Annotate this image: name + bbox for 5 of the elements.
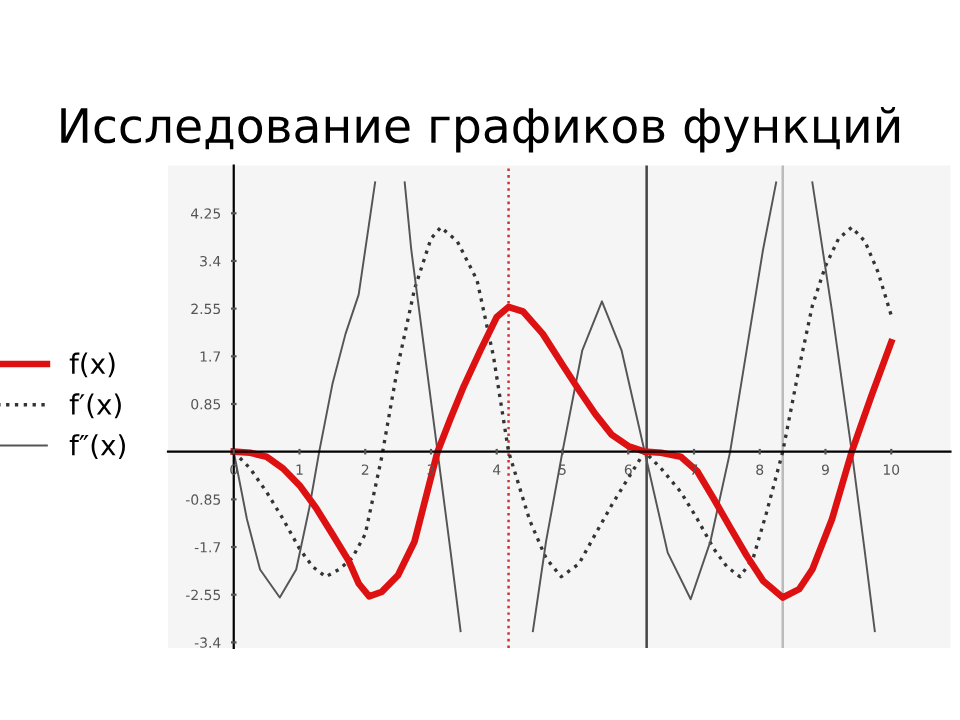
chart-title: Исследование графиков функций — [61, 106, 900, 153]
line-series — [230, 303, 895, 601]
legend-label: f(x) — [69, 352, 115, 378]
legend-label: f″(x) — [69, 434, 125, 459]
legend-label: f′(x) — [69, 393, 121, 419]
